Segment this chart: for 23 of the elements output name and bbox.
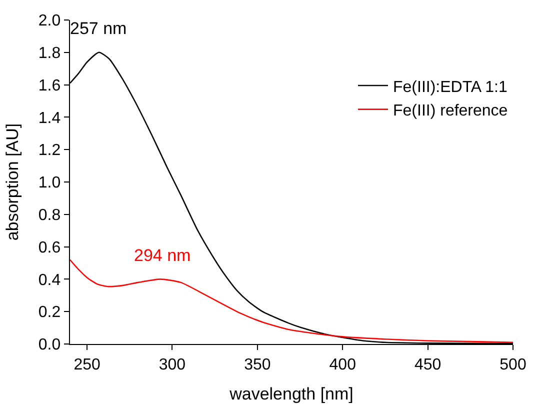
x-tick-label: 400 xyxy=(329,356,356,374)
y-tick-label: 0.6 xyxy=(38,239,61,256)
y-tick-label: 1.6 xyxy=(38,77,61,94)
y-axis-title: absorption [AU] xyxy=(2,123,22,241)
annotation: 257 nm xyxy=(70,19,127,38)
y-tick-label: 0.2 xyxy=(38,304,61,322)
x-tick-label: 250 xyxy=(74,356,100,374)
legend-label: Fe(III):EDTA 1:1 xyxy=(393,78,508,96)
y-tick-label: 0.0 xyxy=(38,336,61,354)
y-tick-label: 1.4 xyxy=(38,110,61,127)
x-tick-label: 300 xyxy=(158,356,186,374)
y-tick-label: 0.4 xyxy=(38,272,61,289)
y-tick-label: 0.8 xyxy=(38,207,61,224)
x-tick-label: 450 xyxy=(414,356,442,374)
y-tick-label: 2.0 xyxy=(38,12,61,30)
y-tick-label: 1.0 xyxy=(38,174,61,192)
legend-label: Fe(III) reference xyxy=(393,102,508,120)
y-tick-label: 1.2 xyxy=(38,142,61,160)
x-axis-title: wavelength [nm] xyxy=(228,384,354,404)
y-tick-label: 1.8 xyxy=(38,45,61,62)
x-tick-label: 350 xyxy=(244,356,271,374)
annotation: 294 nm xyxy=(134,246,191,265)
x-tick-label: 500 xyxy=(500,356,526,374)
